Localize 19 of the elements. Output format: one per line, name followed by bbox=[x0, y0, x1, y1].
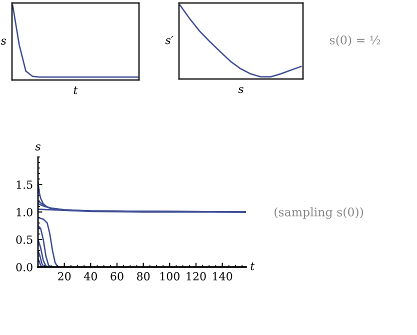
x-tick-label: 60 bbox=[110, 272, 124, 280]
x-tick-label: 20 bbox=[58, 272, 71, 280]
x-tick-label: 120 bbox=[186, 272, 206, 280]
y-axis-title: s bbox=[0, 38, 6, 45]
x-axis-title: s bbox=[238, 87, 244, 94]
x-axis-title: t bbox=[74, 86, 78, 94]
x-tick-label: 80 bbox=[136, 272, 150, 280]
x-tick-label: 100 bbox=[160, 272, 180, 280]
y-tick-label: 0.0 bbox=[16, 262, 32, 272]
y-tick-label: 1.0 bbox=[16, 208, 32, 216]
x-axis-title: t bbox=[250, 262, 255, 270]
y-axis-title: s bbox=[35, 144, 40, 150]
text: s(0) = ½ bbox=[330, 35, 380, 46]
x-tick-label: 40 bbox=[84, 272, 97, 280]
y-tick-label: 0.5 bbox=[16, 235, 32, 244]
x-tick-label: 140 bbox=[213, 272, 232, 280]
y-axis-title: s′ bbox=[165, 36, 174, 44]
y-tick-label: 1.5 bbox=[16, 180, 32, 189]
text: (sampling s(0)) bbox=[274, 207, 364, 219]
